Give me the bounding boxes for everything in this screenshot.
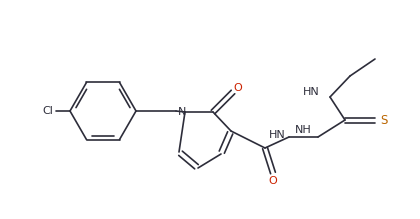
Text: HN: HN [269, 131, 285, 141]
Text: NH: NH [295, 125, 312, 135]
Text: Cl: Cl [42, 106, 53, 116]
Text: O: O [269, 176, 277, 186]
Text: HN: HN [303, 87, 320, 97]
Text: N: N [178, 107, 186, 117]
Text: O: O [234, 83, 242, 93]
Text: S: S [381, 113, 388, 127]
